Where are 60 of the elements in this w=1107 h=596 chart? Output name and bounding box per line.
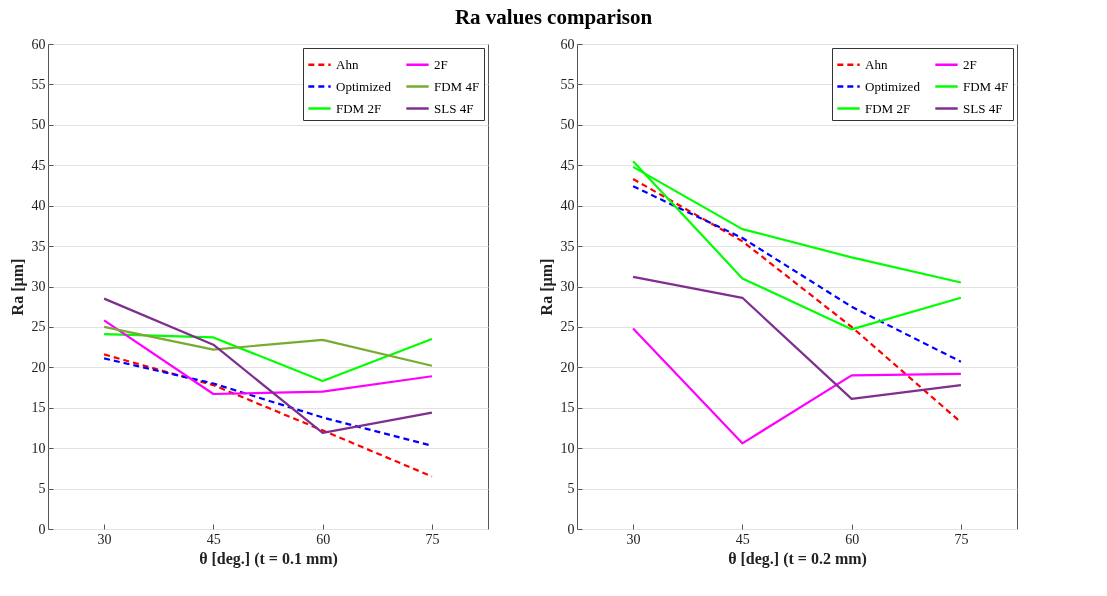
y-tick-label: 5: [567, 481, 575, 497]
x-axis-title: θ [deg.] (t = 0.2 mm): [728, 549, 867, 568]
y-axis-title: Ra [µm]: [8, 258, 27, 316]
y-tick-label: 10: [31, 440, 46, 456]
x-axis-title: θ [deg.] (t = 0.1 mm): [199, 549, 338, 568]
y-tick-label: 15: [31, 400, 46, 416]
line-series: [102, 325, 434, 367]
y-tick-label: 35: [560, 238, 575, 254]
y-tick-label: 25: [31, 319, 46, 335]
legend-label: FDM 4F: [434, 78, 480, 94]
x-tick-label: 30: [97, 531, 112, 547]
line-series: [102, 319, 434, 396]
y-tick-label: 0: [567, 521, 575, 537]
line-series: [631, 327, 963, 445]
legend-label: FDM 2F: [865, 100, 911, 116]
legend-label: SLS 4F: [963, 100, 1003, 116]
line-series: [102, 353, 434, 478]
y-axis-title: Ra [µm]: [537, 258, 556, 316]
line-series: [102, 333, 434, 383]
legend-label: SLS 4F: [434, 100, 474, 116]
line-series: [631, 185, 963, 363]
y-tick-label: 40: [560, 198, 575, 214]
y-tick-label: 35: [31, 238, 46, 254]
legend-label: FDM 2F: [336, 100, 382, 116]
y-tick-label: 30: [31, 279, 46, 294]
y-tick-label: 15: [560, 400, 575, 416]
line-series: [102, 297, 434, 434]
y-tick-label: 45: [560, 157, 575, 173]
legend-label: 2F: [434, 56, 448, 72]
y-tick-label: 50: [560, 117, 575, 133]
y-tick-label: 45: [31, 157, 46, 173]
legend-label: Optimized: [865, 78, 921, 94]
line-series: [631, 160, 963, 331]
legend-label: Optimized: [336, 78, 392, 94]
x-tick-label: 75: [954, 531, 969, 547]
x-tick-label: 60: [845, 531, 860, 547]
y-tick-label: 25: [560, 319, 575, 335]
y-tick-label: 60: [31, 36, 46, 52]
y-tick-label: 20: [560, 359, 575, 375]
text: Ra values comparison: [453, 4, 654, 31]
y-tick-label: 60: [560, 36, 575, 52]
line-series: [631, 275, 963, 400]
x-tick-label: 45: [735, 531, 750, 547]
y-tick-label: 55: [31, 76, 46, 92]
legend-label: 2F: [963, 56, 977, 72]
y-tick-label: 5: [38, 481, 46, 497]
x-tick-label: 75: [425, 531, 440, 547]
x-tick-label: 60: [316, 531, 331, 547]
y-tick-label: 20: [31, 359, 46, 375]
legend-label: Ahn: [336, 56, 359, 72]
legend-label: Ahn: [865, 56, 888, 72]
x-tick-label: 45: [206, 531, 221, 547]
legend-label: FDM 4F: [963, 78, 1009, 94]
y-tick-label: 10: [560, 440, 575, 456]
y-tick-label: 0: [38, 521, 46, 537]
y-tick-label: 50: [31, 117, 46, 133]
y-tick-label: 55: [560, 76, 575, 92]
x-tick-label: 30: [626, 531, 641, 547]
y-tick-label: 40: [31, 198, 46, 214]
y-tick-label: 30: [560, 279, 575, 294]
